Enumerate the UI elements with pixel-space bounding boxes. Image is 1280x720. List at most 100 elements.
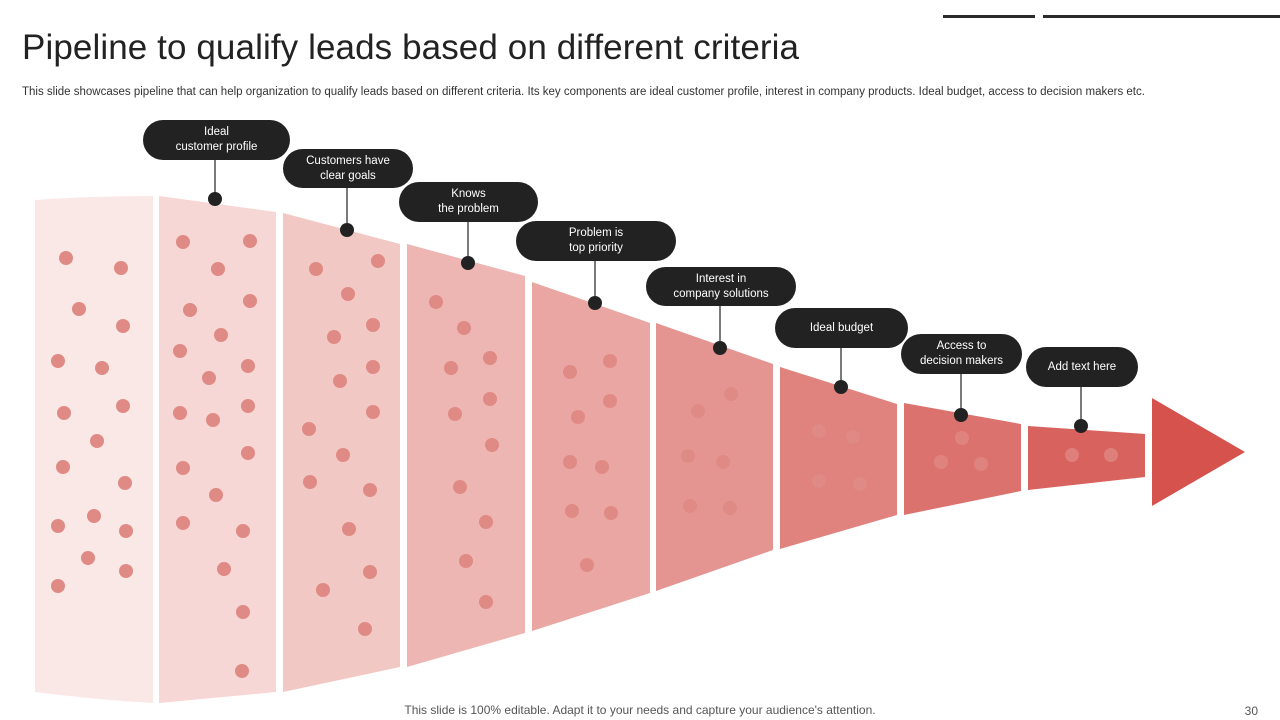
segment-dot: [202, 371, 216, 385]
segment-dot: [342, 522, 356, 536]
segment-dot: [1065, 448, 1079, 462]
segment-dot: [87, 509, 101, 523]
segment-dot: [81, 551, 95, 565]
segment-dot: [716, 455, 730, 469]
segment-dot: [571, 410, 585, 424]
pipeline-segments: [35, 196, 1145, 703]
segment-dot: [235, 664, 249, 678]
segment-dot: [603, 354, 617, 368]
segment-dot: [681, 449, 695, 463]
segment-dot: [479, 595, 493, 609]
segment-dot: [453, 480, 467, 494]
segment-dot: [51, 519, 65, 533]
segment-dot: [563, 455, 577, 469]
segment-dot: [176, 461, 190, 475]
segment-dot: [118, 476, 132, 490]
segment-dot: [183, 303, 197, 317]
segment-dot: [241, 399, 255, 413]
label-connectors: [208, 160, 1088, 433]
pipeline-segment-6: [656, 323, 773, 591]
stage-label-2: Customers have clear goals: [283, 149, 413, 188]
segment-dot: [448, 407, 462, 421]
segment-dot: [206, 413, 220, 427]
connector-dot: [208, 192, 222, 206]
segment-dot: [241, 359, 255, 373]
pipeline-arrow-head: [1152, 398, 1245, 506]
segment-dot: [309, 262, 323, 276]
segment-dot: [243, 294, 257, 308]
segment-dot: [853, 477, 867, 491]
segment-dot: [974, 457, 988, 471]
pipeline-segment-5: [532, 282, 650, 631]
segment-dot: [459, 554, 473, 568]
pipeline-segment-1: [35, 196, 153, 703]
connector-dot: [461, 256, 475, 270]
segment-dot: [366, 360, 380, 374]
stage-label-5: Interest in company solutions: [646, 267, 796, 306]
segment-dot: [444, 361, 458, 375]
segment-dot: [56, 460, 70, 474]
segment-dot: [812, 424, 826, 438]
segment-dot: [371, 254, 385, 268]
segment-dot: [485, 438, 499, 452]
segment-dot: [214, 328, 228, 342]
segment-dot: [336, 448, 350, 462]
segment-dots: [51, 234, 1118, 678]
segment-dot: [119, 524, 133, 538]
segment-dot: [483, 351, 497, 365]
segment-dot: [119, 564, 133, 578]
segment-dot: [366, 405, 380, 419]
segment-dot: [363, 565, 377, 579]
segment-dot: [565, 504, 579, 518]
segment-dot: [955, 431, 969, 445]
segment-dot: [241, 446, 255, 460]
segment-dot: [603, 394, 617, 408]
segment-dot: [327, 330, 341, 344]
top-decor-line-short: [943, 15, 1035, 18]
segment-dot: [457, 321, 471, 335]
stage-label-3: Knows the problem: [399, 182, 538, 222]
stage-label-7: Access to decision makers: [901, 334, 1022, 374]
footer-note: This slide is 100% editable. Adapt it to…: [404, 703, 876, 717]
segment-dot: [563, 365, 577, 379]
segment-dot: [479, 515, 493, 529]
segment-dot: [934, 455, 948, 469]
segment-dot: [116, 319, 130, 333]
segment-dot: [580, 558, 594, 572]
segment-dot: [72, 302, 86, 316]
segment-dot: [236, 524, 250, 538]
pipeline-segment-7: [780, 367, 897, 549]
connector-dot: [834, 380, 848, 394]
connector-dot: [340, 223, 354, 237]
segment-dot: [316, 583, 330, 597]
segment-dot: [176, 516, 190, 530]
segment-dot: [302, 422, 316, 436]
segment-dot: [483, 392, 497, 406]
pipeline-segment-8: [904, 403, 1021, 515]
connector-dot: [588, 296, 602, 310]
segment-dot: [363, 483, 377, 497]
segment-dot: [341, 287, 355, 301]
segment-dot: [604, 506, 618, 520]
segment-dot: [358, 622, 372, 636]
segment-dot: [723, 501, 737, 515]
page-number: 30: [1244, 704, 1258, 718]
segment-dot: [90, 434, 104, 448]
segment-dot: [724, 387, 738, 401]
segment-dot: [51, 579, 65, 593]
segment-dot: [173, 344, 187, 358]
segment-dot: [683, 499, 697, 513]
segment-dot: [366, 318, 380, 332]
segment-dot: [217, 562, 231, 576]
segment-dot: [333, 374, 347, 388]
stage-label-1: Ideal customer profile: [143, 120, 290, 160]
connector-dot: [1074, 419, 1088, 433]
connector-dot: [713, 341, 727, 355]
segment-dot: [114, 261, 128, 275]
pipeline-segment-4: [407, 244, 525, 667]
slide-title: Pipeline to qualify leads based on diffe…: [22, 28, 800, 67]
segment-dot: [812, 474, 826, 488]
stage-label-8: Add text here: [1026, 347, 1138, 387]
segment-dot: [95, 361, 109, 375]
